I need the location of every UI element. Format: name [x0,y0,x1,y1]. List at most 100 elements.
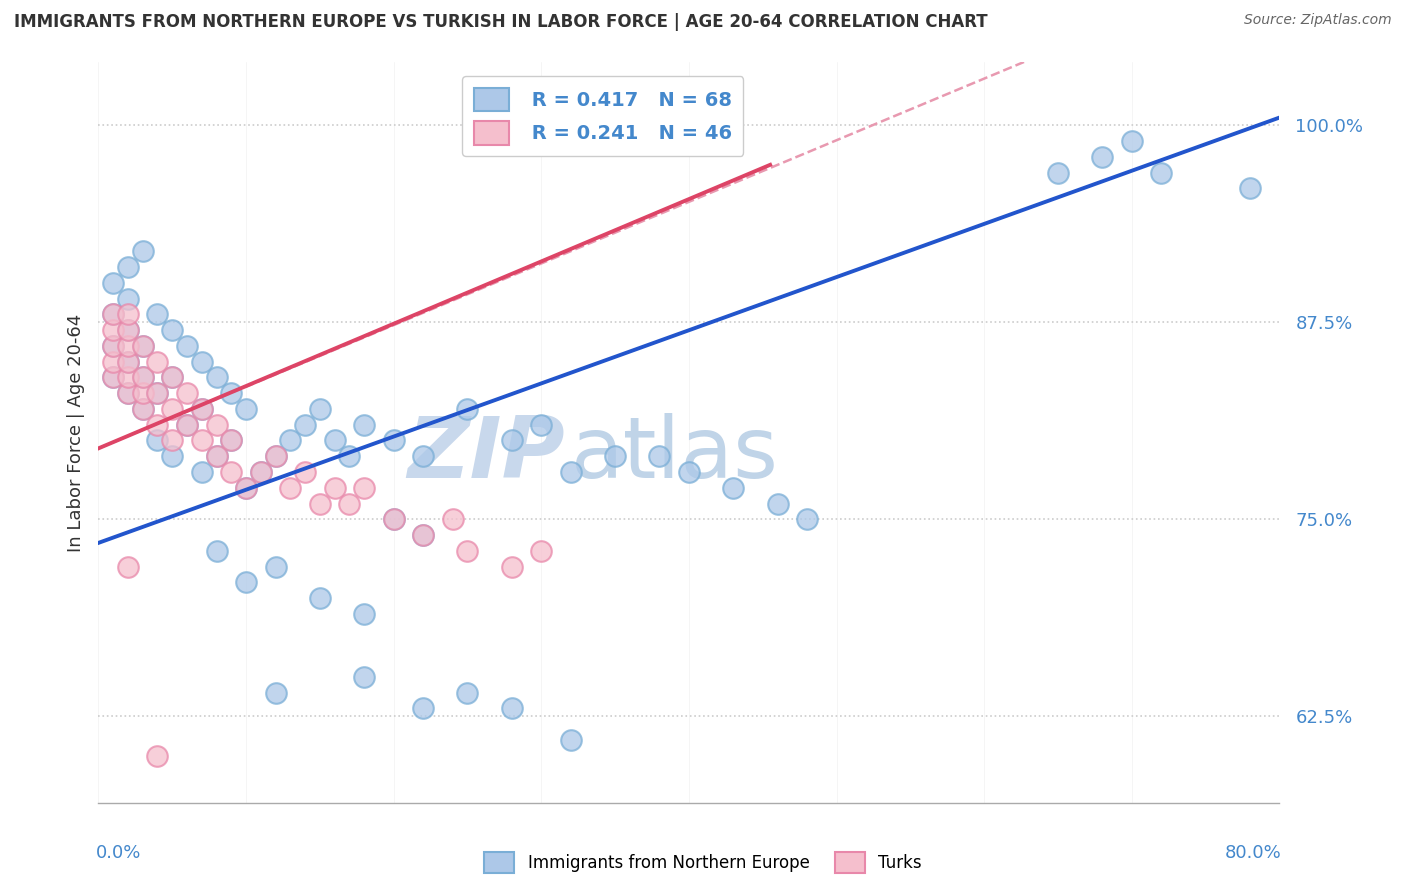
Text: Source: ZipAtlas.com: Source: ZipAtlas.com [1244,13,1392,28]
Point [605,449,627,463]
Point [264,685,287,699]
Point [235,481,257,495]
Point [457,685,479,699]
Point [103,355,125,369]
Point [264,449,287,463]
Point [339,449,361,463]
Point [412,701,434,715]
Point [353,481,375,495]
Point [117,308,139,322]
Point [323,481,346,495]
Point [280,434,302,448]
Point [264,559,287,574]
Point [412,528,434,542]
Legend: Immigrants from Northern Europe, Turks: Immigrants from Northern Europe, Turks [478,846,928,880]
Text: 80.0%: 80.0% [1225,844,1282,862]
Point [250,465,273,479]
Point [117,323,139,337]
Point [132,339,155,353]
Point [162,402,183,417]
Point [648,449,671,463]
Point [117,355,139,369]
Point [176,386,198,401]
Point [1091,150,1114,164]
Point [132,244,155,259]
Point [353,670,375,684]
Point [412,528,434,542]
Point [530,543,553,558]
Point [176,417,198,432]
Point [176,417,198,432]
Point [353,607,375,621]
Point [339,496,361,510]
Point [221,386,243,401]
Point [132,370,155,384]
Point [162,370,183,384]
Point [412,449,434,463]
Point [221,434,243,448]
Point [117,355,139,369]
Text: IMMIGRANTS FROM NORTHERN EUROPE VS TURKISH IN LABOR FORCE | AGE 20-64 CORRELATIO: IMMIGRANTS FROM NORTHERN EUROPE VS TURKI… [14,13,987,31]
Point [1046,166,1070,180]
Legend:  R = 0.417   N = 68,  R = 0.241   N = 46: R = 0.417 N = 68, R = 0.241 N = 46 [463,76,744,156]
Point [117,386,139,401]
Point [205,449,228,463]
Point [280,481,302,495]
Point [205,449,228,463]
Point [457,543,479,558]
Point [191,402,214,417]
Point [205,370,228,384]
Point [132,386,155,401]
Point [323,434,346,448]
Point [560,732,582,747]
Y-axis label: In Labor Force | Age 20-64: In Labor Force | Age 20-64 [66,313,84,552]
Point [132,339,155,353]
Point [1121,134,1143,148]
Point [103,339,125,353]
Text: ZIP: ZIP [408,413,565,496]
Point [723,481,745,495]
Point [103,323,125,337]
Point [117,559,139,574]
Point [191,434,214,448]
Point [205,417,228,432]
Point [103,308,125,322]
Point [796,512,818,526]
Point [146,386,169,401]
Point [117,370,139,384]
Point [1239,181,1261,195]
Point [117,260,139,275]
Point [382,512,405,526]
Point [191,355,214,369]
Point [501,559,523,574]
Point [205,543,228,558]
Point [132,370,155,384]
Point [235,481,257,495]
Point [191,465,214,479]
Point [146,417,169,432]
Point [309,591,332,605]
Point [146,308,169,322]
Point [294,465,316,479]
Point [103,276,125,290]
Point [146,748,169,763]
Point [678,465,700,479]
Point [132,402,155,417]
Text: atlas: atlas [571,413,779,496]
Point [250,465,273,479]
Point [103,308,125,322]
Point [382,434,405,448]
Point [264,449,287,463]
Point [309,496,332,510]
Point [560,465,582,479]
Point [117,339,139,353]
Point [117,386,139,401]
Point [1150,166,1173,180]
Point [353,417,375,432]
Text: 0.0%: 0.0% [96,844,142,862]
Point [146,386,169,401]
Point [162,434,183,448]
Point [146,355,169,369]
Point [501,701,523,715]
Point [117,323,139,337]
